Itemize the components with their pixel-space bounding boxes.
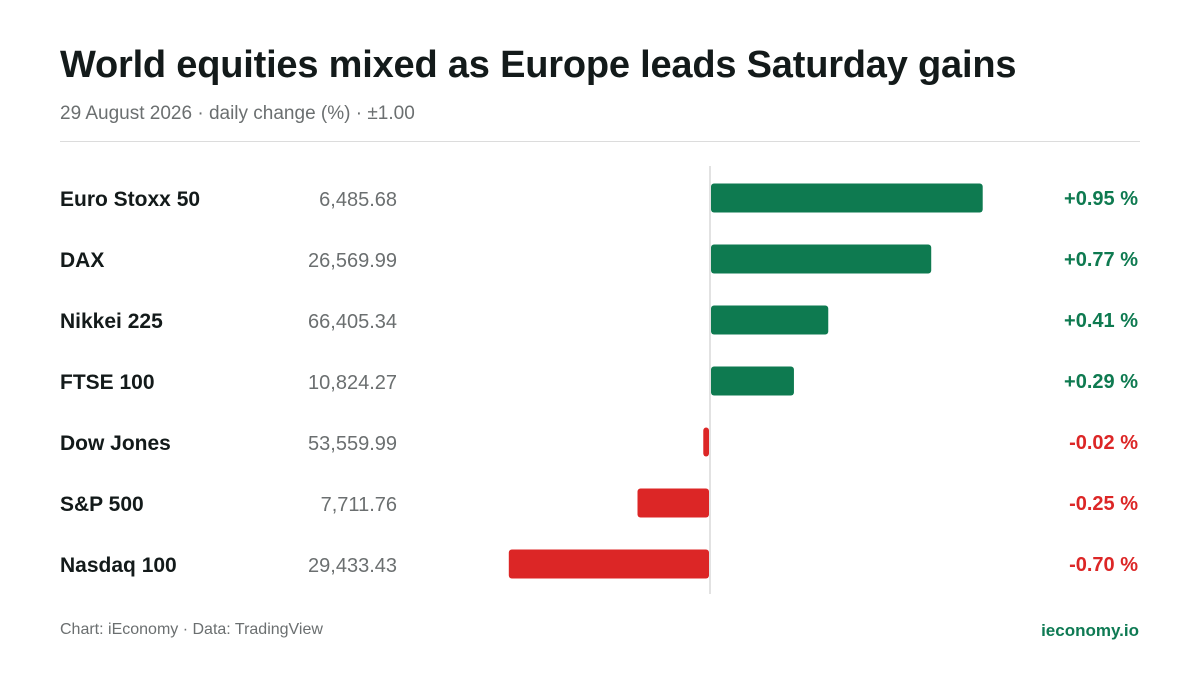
change-label: +0.29 % bbox=[1064, 371, 1138, 393]
index-name: S&P 500 bbox=[60, 493, 144, 516]
change-bar bbox=[711, 305, 829, 335]
change-label: -0.02 % bbox=[1069, 432, 1138, 454]
chart-subtitle: 29 August 2026 · daily change (%) · ±1.0… bbox=[60, 103, 415, 124]
index-name: DAX bbox=[60, 249, 104, 272]
index-name: Nasdaq 100 bbox=[60, 554, 177, 577]
change-bar bbox=[711, 183, 983, 213]
change-label: +0.77 % bbox=[1064, 249, 1138, 271]
index-level: 53,559.99 bbox=[308, 433, 397, 455]
header-divider bbox=[60, 141, 1140, 142]
change-bar bbox=[637, 488, 709, 518]
chart-title: World equities mixed as Europe leads Sat… bbox=[60, 44, 1017, 86]
index-level: 7,711.76 bbox=[321, 494, 397, 516]
change-bar bbox=[508, 549, 709, 579]
index-name: FTSE 100 bbox=[60, 371, 155, 394]
change-label: -0.70 % bbox=[1069, 554, 1138, 576]
change-label: +0.95 % bbox=[1064, 188, 1138, 210]
brand-link[interactable]: ieconomy.io bbox=[1041, 621, 1139, 640]
source-credit: Chart: iEconomy · Data: TradingView bbox=[60, 621, 323, 638]
change-label: +0.41 % bbox=[1064, 310, 1138, 332]
index-level: 6,485.68 bbox=[319, 189, 397, 211]
change-bar bbox=[703, 427, 709, 457]
change-bar bbox=[711, 366, 794, 396]
change-label: -0.25 % bbox=[1069, 493, 1138, 515]
index-level: 26,569.99 bbox=[308, 250, 397, 272]
index-name: Euro Stoxx 50 bbox=[60, 188, 200, 211]
index-name: Nikkei 225 bbox=[60, 310, 163, 333]
index-level: 10,824.27 bbox=[308, 372, 397, 394]
index-level: 66,405.34 bbox=[308, 311, 397, 333]
change-bar bbox=[711, 244, 932, 274]
index-name: Dow Jones bbox=[60, 432, 171, 455]
index-level: 29,433.43 bbox=[308, 555, 397, 577]
